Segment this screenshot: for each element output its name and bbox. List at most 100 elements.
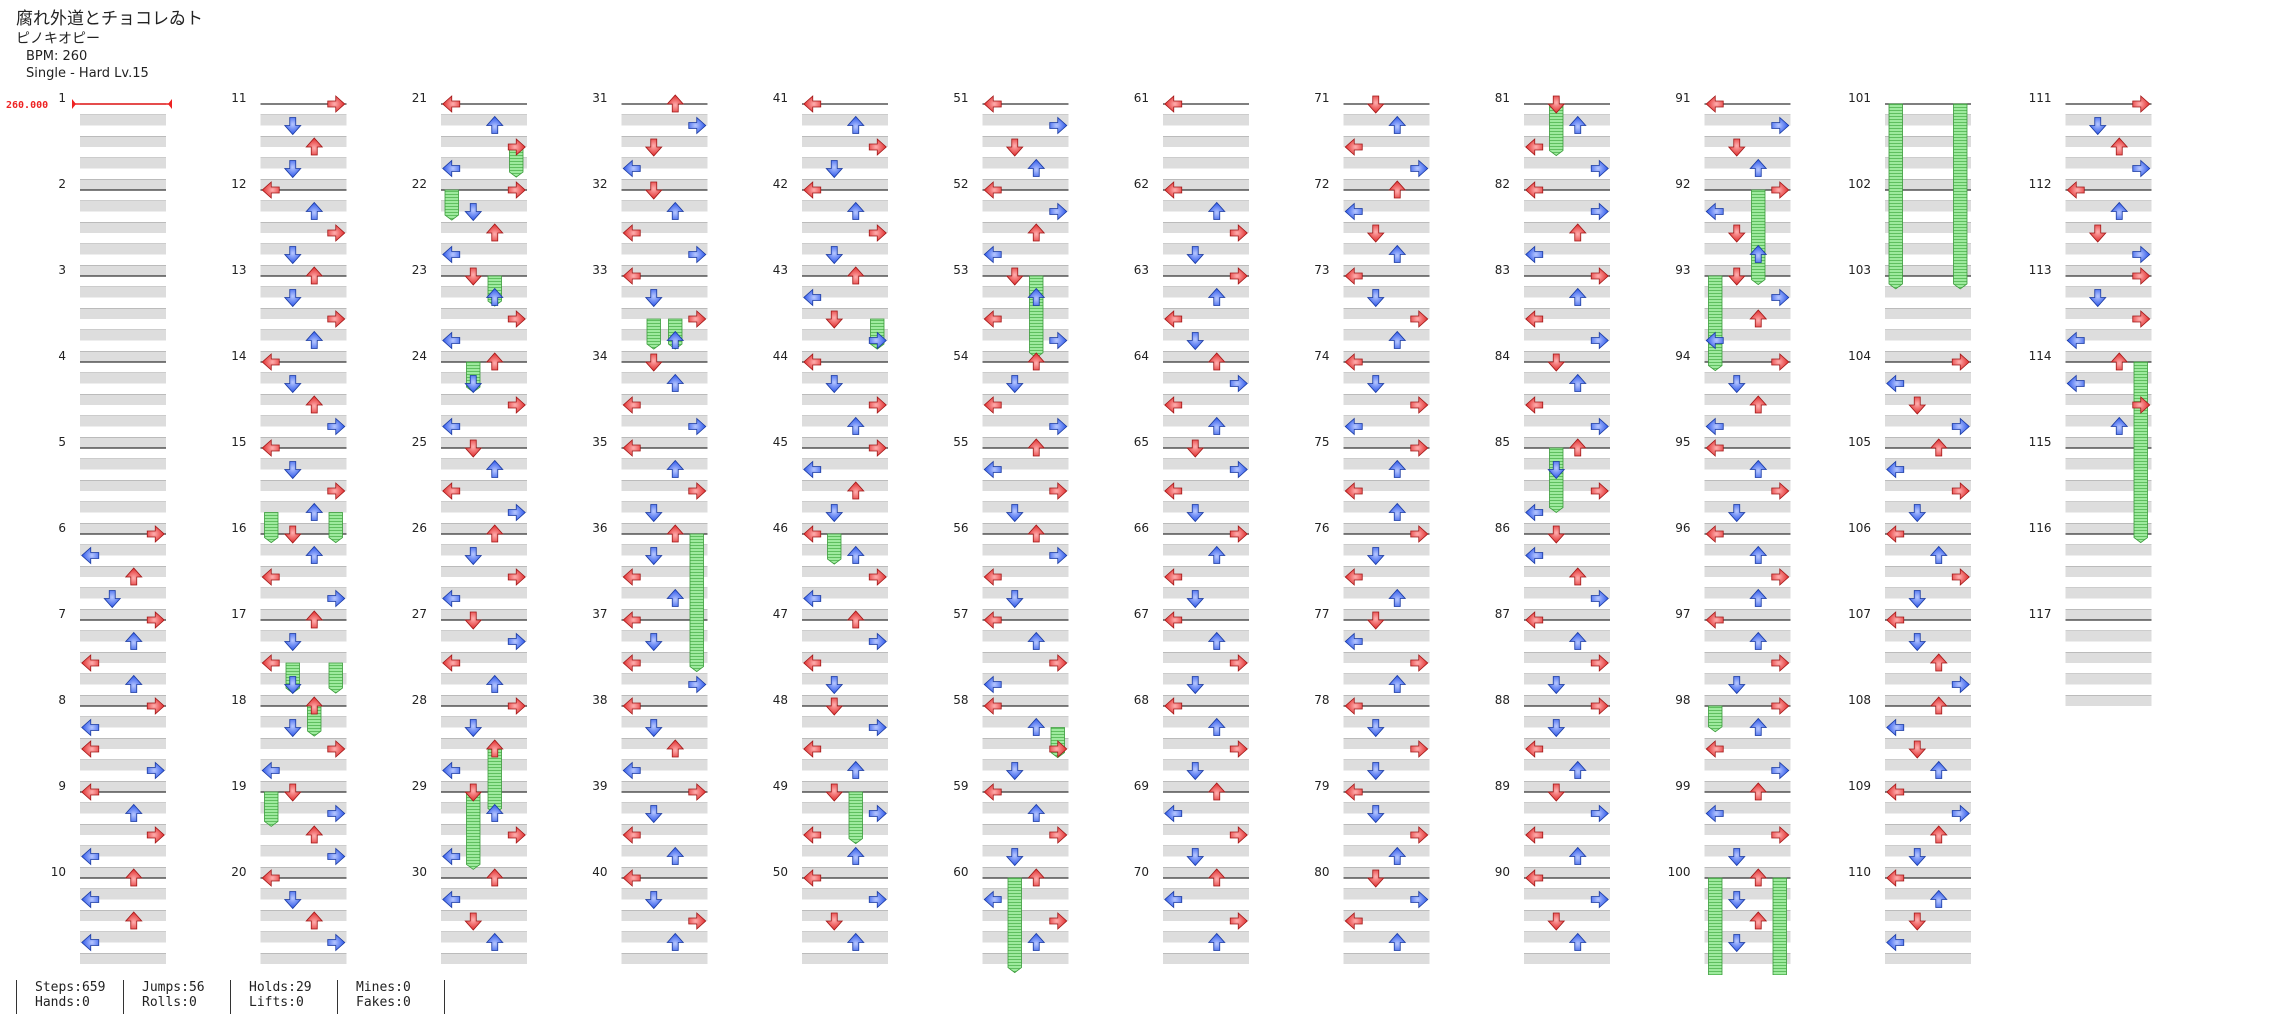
arrow-icon — [1027, 631, 1046, 650]
measure-block: 102 — [1848, 177, 1971, 276]
arrow-icon — [1049, 826, 1068, 844]
measure-number: 37 — [592, 607, 607, 621]
arrow-icon — [1547, 783, 1566, 802]
arrow-icon — [688, 675, 707, 694]
beat-band — [260, 286, 347, 298]
measure-block: 116 — [2029, 521, 2152, 620]
beat-band — [441, 200, 527, 212]
beat-band — [260, 910, 347, 921]
beat-band — [441, 372, 527, 384]
measure-block: 55 — [953, 435, 1069, 534]
arrow-icon — [1366, 719, 1385, 738]
beat-band — [2065, 609, 2152, 620]
measure-number: 48 — [773, 693, 788, 707]
hold-note-icon — [1549, 447, 1564, 513]
measure-block: 101 — [1848, 91, 1971, 190]
beat-band — [441, 802, 527, 814]
beat-band — [982, 243, 1069, 255]
measure-number: 102 — [1848, 177, 1871, 191]
arrow-icon — [1705, 740, 1724, 758]
arrow-icon — [825, 783, 844, 802]
beat-band — [80, 716, 166, 728]
beat-band — [621, 845, 708, 857]
beat-band — [80, 222, 166, 233]
beat-band — [1885, 910, 1971, 921]
arrow-icon — [1727, 504, 1746, 523]
arrow-icon — [1525, 181, 1544, 199]
beat-band — [621, 695, 708, 706]
arrow-icon — [1207, 932, 1226, 951]
arrow-icon — [283, 633, 302, 652]
measure-block: 13 — [231, 263, 347, 362]
arrow-icon — [81, 740, 100, 758]
hold-note-icon — [466, 791, 481, 870]
measure-block: 58 — [953, 693, 1069, 792]
arrow-icon — [983, 697, 1002, 715]
measure-number: 84 — [1495, 349, 1510, 363]
beat-band — [1343, 566, 1430, 577]
beat-band — [982, 652, 1069, 663]
beat-band — [1163, 351, 1249, 362]
arrow-icon — [1749, 868, 1768, 887]
arrow-icon — [124, 868, 143, 887]
arrow-icon — [1568, 115, 1587, 134]
beat-band — [982, 458, 1069, 470]
arrow-icon — [442, 482, 461, 500]
measure-block: 50 — [773, 865, 888, 964]
beat-band — [1343, 738, 1430, 749]
beat-band — [1885, 652, 1971, 663]
beat-band — [1704, 824, 1791, 835]
beat-band — [1163, 587, 1249, 599]
beat-band — [1163, 415, 1249, 427]
beat-band — [802, 609, 888, 620]
arrow-icon — [283, 246, 302, 265]
arrow-icon — [2132, 245, 2151, 264]
measure-block: 81 — [1495, 91, 1610, 190]
beat-band — [1885, 222, 1971, 233]
beat-band — [621, 351, 708, 362]
beat-band — [1163, 458, 1249, 470]
arrow-icon — [1344, 482, 1363, 500]
measure-number: 74 — [1314, 349, 1329, 363]
beat-band — [2065, 437, 2152, 448]
arrow-icon — [283, 375, 302, 394]
beat-band — [1704, 372, 1791, 384]
measure-block: 103 — [1848, 263, 1971, 362]
arrow-icon — [464, 439, 483, 458]
beat-band — [1163, 566, 1249, 577]
arrow-icon — [507, 632, 526, 651]
beat-band — [1885, 544, 1971, 556]
arrow-icon — [803, 654, 822, 672]
beat-band — [80, 286, 166, 298]
beat-band — [1163, 329, 1249, 341]
difficulty-label: Single - Hard Lv.15 — [26, 66, 149, 81]
arrow-icon — [622, 568, 641, 586]
beat-band — [1343, 372, 1430, 384]
beat-band — [2065, 566, 2152, 577]
beat-band — [621, 652, 708, 663]
beat-band — [260, 265, 347, 276]
measure-block: 93 — [1675, 263, 1791, 362]
beat-band — [621, 824, 708, 835]
beat-band — [802, 781, 888, 792]
measure-number: 87 — [1495, 607, 1510, 621]
arrow-icon — [283, 783, 302, 802]
beat-band — [1704, 501, 1791, 513]
beat-band — [2065, 200, 2152, 212]
measure-block: 74 — [1314, 349, 1430, 448]
beat-band — [802, 222, 888, 233]
beat-band — [1704, 544, 1791, 556]
arrow-icon — [1366, 224, 1385, 243]
arrow-icon — [1344, 783, 1363, 801]
beat-band — [982, 437, 1069, 448]
stat-jumps-rolls: Jumps:56 Rolls:0 — [123, 980, 230, 1014]
hold-note-icon — [328, 662, 343, 694]
stat-mines: Mines:0 — [356, 980, 411, 995]
arrow-icon — [507, 503, 526, 522]
arrow-icon — [305, 696, 324, 715]
measure-block: 112 — [2029, 177, 2152, 276]
arrow-icon — [1547, 719, 1566, 738]
arrow-icon — [1388, 244, 1407, 263]
beat-band — [1885, 673, 1971, 685]
beat-band — [2065, 523, 2152, 534]
